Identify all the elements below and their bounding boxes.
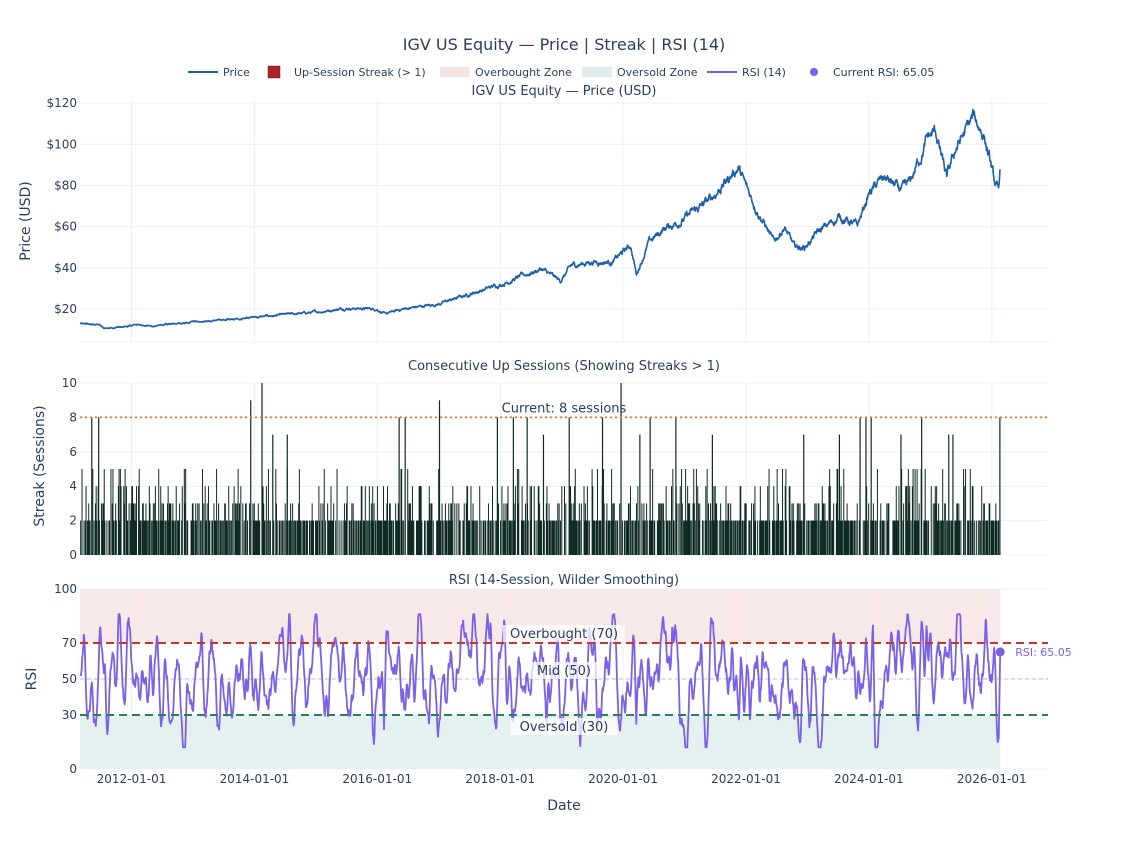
y-tick-label: 0 bbox=[69, 762, 77, 776]
legend-item: Current RSI: 65.05 bbox=[810, 66, 934, 79]
y-tick-label: $20 bbox=[54, 302, 77, 316]
streak-y-ticks: 0 2 4 6 8 10 bbox=[62, 376, 77, 562]
legend-label: Oversold Zone bbox=[617, 66, 698, 79]
y-tick-label: $60 bbox=[54, 220, 77, 234]
price-panel: IGV US Equity — Price (USD) $20 $40 $60 $80… bbox=[18, 84, 1048, 343]
price-subtitle: IGV US Equity — Price (USD) bbox=[472, 84, 657, 99]
legend-label: Current RSI: 65.05 bbox=[833, 66, 934, 79]
x-axis-label: Date bbox=[547, 798, 580, 814]
legend: Price Up-Session Streak (> 1) Overbought Z… bbox=[188, 65, 934, 79]
legend-item: RSI (14) bbox=[707, 66, 786, 79]
current-rsi-marker bbox=[995, 647, 1005, 657]
streak-panel: Consecutive Up Sessions (Showing Streaks… bbox=[32, 359, 1048, 562]
x-tick-label: 2026-01-01 bbox=[957, 772, 1027, 786]
rsi-y-axis-label: RSI bbox=[24, 668, 40, 691]
mid-label-bg bbox=[529, 662, 599, 679]
x-tick-label: 2020-01-01 bbox=[588, 772, 658, 786]
legend-swatch-band bbox=[582, 67, 612, 77]
streak-y-axis-label: Streak (Sessions) bbox=[32, 405, 48, 526]
rsi-y-ticks: 0 30 50 70 100 bbox=[54, 582, 77, 776]
rsi-panel: RSI (14-Session, Wilder Smoothing) 0 30 50… bbox=[24, 573, 1072, 776]
x-tick-label: 2014-01-01 bbox=[220, 772, 290, 786]
x-tick-label: 2016-01-01 bbox=[342, 772, 412, 786]
overbought-label: Overbought (70) bbox=[510, 627, 618, 642]
legend-label: Price bbox=[223, 66, 250, 79]
overbought-label-bg bbox=[503, 625, 625, 642]
legend-item: Overbought Zone bbox=[440, 66, 572, 79]
legend-item: Price bbox=[188, 66, 250, 79]
legend-label: Up-Session Streak (> 1) bbox=[294, 66, 426, 79]
y-tick-label: $40 bbox=[54, 261, 77, 275]
x-tick-label: 2012-01-01 bbox=[97, 772, 167, 786]
rsi-series-line bbox=[79, 613, 1002, 749]
x-axis-ticks: 2012-01-01 2014-01-01 2016-01-01 2018-01-01… bbox=[97, 772, 1027, 786]
y-tick-label: 4 bbox=[69, 479, 77, 493]
y-tick-label: 8 bbox=[69, 410, 77, 424]
y-tick-label: 0 bbox=[69, 548, 77, 562]
streak-bars bbox=[80, 383, 1001, 555]
x-tick-label: 2022-01-01 bbox=[711, 772, 781, 786]
y-tick-label: $120 bbox=[46, 96, 77, 110]
rsi-subtitle: RSI (14-Session, Wilder Smoothing) bbox=[449, 573, 679, 588]
y-tick-label: 50 bbox=[62, 672, 77, 686]
y-tick-label: 70 bbox=[62, 636, 77, 650]
price-y-ticks: $20 $40 $60 $80 $100 $120 bbox=[46, 96, 77, 316]
rsi-annotations: Overbought (70) Mid (50) Oversold (30) bbox=[503, 625, 625, 735]
oversold-label: Oversold (30) bbox=[520, 720, 609, 735]
legend-swatch-band bbox=[440, 67, 470, 77]
y-tick-label: 100 bbox=[54, 582, 77, 596]
price-y-axis-label: Price (USD) bbox=[18, 181, 34, 260]
y-tick-label: 2 bbox=[69, 514, 77, 528]
y-tick-label: 6 bbox=[69, 445, 77, 459]
y-tick-label: $80 bbox=[54, 178, 77, 192]
legend-swatch-square bbox=[267, 65, 281, 79]
y-tick-label: $100 bbox=[46, 137, 77, 151]
x-tick-label: 2024-01-01 bbox=[834, 772, 904, 786]
price-series-line bbox=[79, 108, 1001, 330]
streak-subtitle: Consecutive Up Sessions (Showing Streaks… bbox=[408, 359, 720, 374]
y-tick-label: 30 bbox=[62, 708, 77, 722]
legend-swatch-dot bbox=[810, 68, 818, 76]
price-gridlines bbox=[80, 99, 1048, 343]
legend-label: Overbought Zone bbox=[475, 66, 572, 79]
current-streak-label: Current: 8 sessions bbox=[502, 401, 627, 416]
y-tick-label: 10 bbox=[62, 376, 77, 390]
legend-item: Up-Session Streak (> 1) bbox=[267, 65, 426, 79]
chart-title: IGV US Equity — Price | Streak | RSI (14… bbox=[403, 35, 726, 54]
current-rsi-label: RSI: 65.05 bbox=[1015, 646, 1072, 659]
legend-item: Oversold Zone bbox=[582, 66, 698, 79]
mid-label: Mid (50) bbox=[537, 664, 591, 679]
legend-label: RSI (14) bbox=[742, 66, 786, 79]
x-tick-label: 2018-01-01 bbox=[465, 772, 535, 786]
oversold-label-bg bbox=[510, 718, 618, 735]
